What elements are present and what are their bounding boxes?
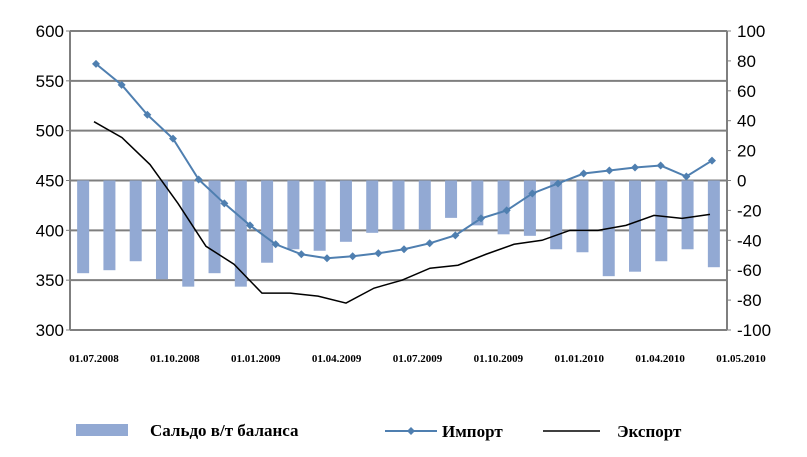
marker-import <box>554 179 562 188</box>
marker-import <box>656 161 665 170</box>
bar-saldo <box>471 180 484 226</box>
marker-import <box>502 206 511 215</box>
right-tick-label: 40 <box>737 112 756 131</box>
left-tick-label: 550 <box>36 72 64 91</box>
marker-import <box>579 169 588 178</box>
marker-import <box>117 80 126 89</box>
line-export <box>93 121 711 304</box>
legend: Сальдо в/т баланса Импорт Экспорт <box>76 421 682 441</box>
bar-saldo <box>629 180 642 272</box>
marker-import <box>528 189 537 198</box>
marker-import <box>477 214 485 223</box>
right-tick-label: -20 <box>737 201 762 220</box>
legend-label-import: Импорт <box>442 422 503 441</box>
bar-saldo <box>366 180 379 233</box>
x-tick-label: 01.05.2010 <box>716 353 766 365</box>
bar-saldo <box>77 180 90 274</box>
bar-saldo <box>287 180 300 250</box>
legend-marker-import <box>407 427 415 435</box>
bar-saldo <box>576 180 589 253</box>
marker-import <box>682 172 691 181</box>
bar-series-saldo <box>77 180 720 287</box>
left-tick-label: 600 <box>36 22 64 41</box>
x-tick-label: 01.07.2009 <box>393 353 443 365</box>
marker-import <box>169 134 177 143</box>
bar-saldo <box>182 180 195 287</box>
bar-saldo <box>103 180 116 271</box>
bar-saldo <box>523 180 536 236</box>
bar-saldo <box>261 180 274 263</box>
bar-saldo <box>550 180 563 250</box>
marker-import <box>451 231 460 240</box>
marker-import <box>631 163 639 172</box>
marker-import <box>708 156 716 165</box>
x-tick-label: 01.01.2010 <box>555 353 605 365</box>
left-tick-label: 450 <box>36 172 64 191</box>
marker-import <box>194 175 203 184</box>
right-tick-label: -80 <box>737 291 762 310</box>
x-axis-ticks: 01.07.2008 01.10.2008 01.01.2009 01.04.2009… <box>69 353 766 365</box>
bar-saldo <box>418 180 431 230</box>
right-tick-label: -60 <box>737 261 762 280</box>
marker-import <box>246 221 254 230</box>
right-tick-label: -100 <box>737 321 771 340</box>
marker-import <box>374 249 383 258</box>
right-tick-label: 20 <box>737 142 756 161</box>
bar-saldo <box>234 180 247 287</box>
left-tick-label: 500 <box>36 122 64 141</box>
x-tick-label: 01.04.2010 <box>635 353 685 365</box>
marker-import <box>323 254 331 263</box>
legend-label-saldo: Сальдо в/т баланса <box>150 421 299 440</box>
marker-import <box>425 239 434 248</box>
right-tick-label: 80 <box>737 52 756 71</box>
gridlines <box>70 30 727 331</box>
legend-swatch-saldo <box>76 424 128 436</box>
marker-import <box>220 199 229 208</box>
marker-import <box>605 166 614 175</box>
bar-saldo <box>129 180 142 262</box>
marker-import <box>271 240 280 249</box>
bar-saldo <box>445 180 458 218</box>
legend-label-export: Экспорт <box>617 422 682 441</box>
x-tick-label: 01.07.2008 <box>69 353 119 365</box>
bar-saldo <box>339 180 352 242</box>
right-tick-label: 100 <box>737 22 765 41</box>
bar-saldo <box>155 180 168 280</box>
bar-saldo <box>392 180 405 230</box>
left-tick-label: 400 <box>36 221 64 240</box>
marker-import <box>297 250 306 259</box>
bar-saldo <box>497 180 510 235</box>
marker-import <box>348 252 357 261</box>
x-tick-label: 01.04.2009 <box>312 353 362 365</box>
right-axis-ticks: -100 -80 -60 -40 -20 0 20 40 60 80 100 <box>727 22 771 340</box>
x-tick-label: 01.01.2009 <box>231 353 281 365</box>
x-tick-label: 01.10.2009 <box>474 353 524 365</box>
left-axis-ticks: 300 350 400 450 500 550 600 <box>36 22 70 340</box>
right-tick-label: 60 <box>737 82 756 101</box>
left-tick-label: 300 <box>36 321 64 340</box>
marker-import <box>400 245 408 254</box>
bar-saldo <box>681 180 694 250</box>
x-tick-label: 01.10.2008 <box>150 353 200 365</box>
right-tick-label: -40 <box>737 231 762 250</box>
line-series <box>92 59 716 304</box>
right-tick-label: 0 <box>737 172 746 191</box>
marker-import <box>143 110 152 119</box>
bar-saldo <box>655 180 668 262</box>
marker-import <box>92 59 100 68</box>
bar-saldo <box>707 180 720 268</box>
left-tick-label: 350 <box>36 271 64 290</box>
bar-saldo <box>313 180 326 251</box>
